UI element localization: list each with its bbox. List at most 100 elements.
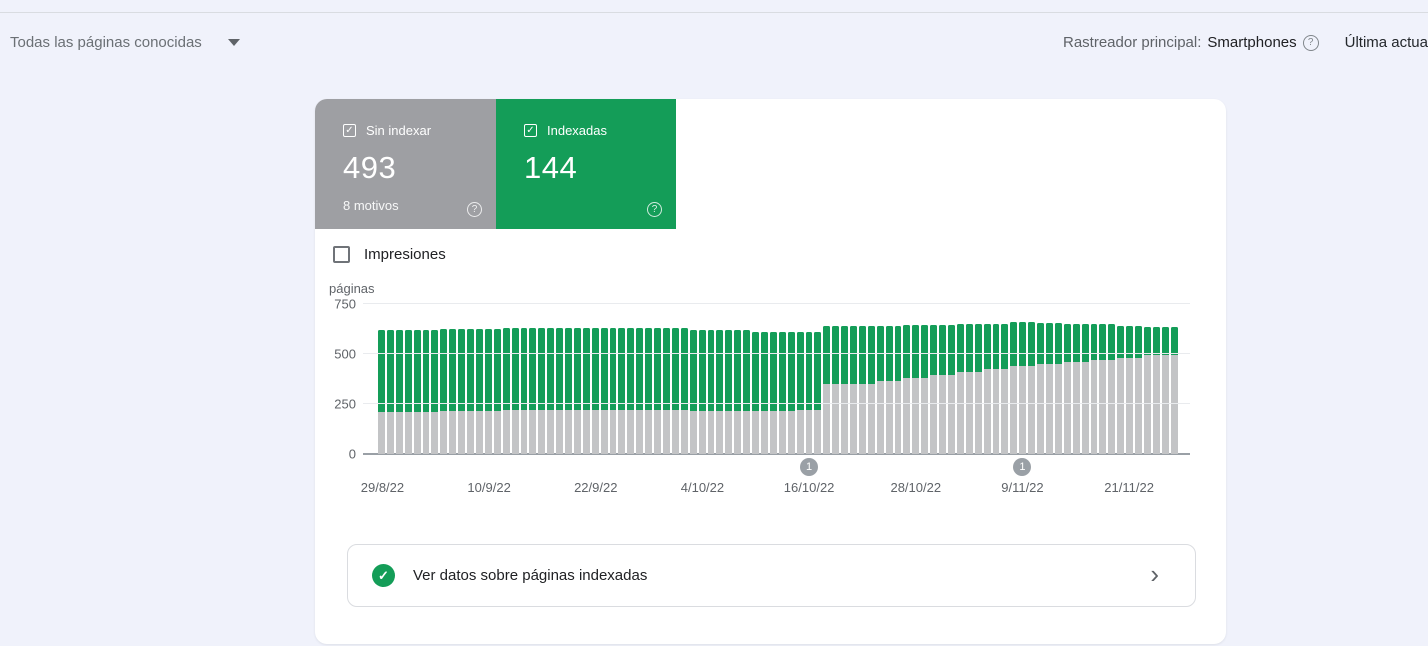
stacked-bar[interactable] — [449, 304, 457, 454]
stacked-bar[interactable] — [475, 304, 483, 454]
stacked-bar[interactable] — [1108, 304, 1116, 454]
stacked-bar[interactable] — [502, 304, 510, 454]
stacked-bar[interactable] — [760, 304, 768, 454]
stacked-bar[interactable] — [627, 304, 635, 454]
stacked-bar[interactable] — [422, 304, 430, 454]
stacked-bar[interactable] — [671, 304, 679, 454]
stacked-bar[interactable] — [1037, 304, 1044, 454]
stacked-bar[interactable] — [1090, 304, 1098, 454]
stacked-bar[interactable] — [520, 304, 528, 454]
stacked-bar[interactable] — [769, 304, 777, 454]
stacked-bar[interactable] — [725, 304, 733, 454]
stacked-bar[interactable] — [965, 304, 973, 454]
stacked-bar[interactable] — [529, 304, 537, 454]
tile-indexed[interactable]: ✓ Indexadas 144 ? — [496, 99, 676, 229]
stacked-bar[interactable] — [689, 304, 697, 454]
stacked-bar[interactable] — [618, 304, 626, 454]
stacked-bar[interactable] — [823, 304, 831, 454]
stacked-bar[interactable] — [600, 304, 608, 454]
stacked-bar[interactable] — [841, 304, 849, 454]
stacked-bar[interactable] — [876, 304, 884, 454]
stacked-bar[interactable] — [680, 304, 688, 454]
stacked-bar[interactable] — [591, 304, 599, 454]
stacked-bar[interactable] — [1143, 304, 1151, 454]
annotation-marker[interactable]: 1 — [800, 458, 819, 476]
stacked-bar[interactable] — [716, 304, 724, 454]
stacked-bar[interactable] — [850, 304, 857, 454]
stacked-bar[interactable] — [787, 304, 795, 454]
stacked-bar[interactable] — [440, 304, 448, 454]
stacked-bar[interactable] — [458, 304, 466, 454]
stacked-bar[interactable] — [378, 304, 385, 454]
unchecked-checkbox-icon[interactable] — [333, 246, 350, 263]
stacked-bar[interactable] — [1081, 304, 1089, 454]
help-icon[interactable]: ? — [647, 202, 662, 217]
stacked-bar[interactable] — [974, 304, 982, 454]
stacked-bar[interactable] — [1063, 304, 1071, 454]
stacked-bar[interactable] — [511, 304, 519, 454]
stacked-bar[interactable] — [1152, 304, 1160, 454]
stacked-bar[interactable] — [903, 304, 911, 454]
stacked-bar[interactable] — [431, 304, 439, 454]
stacked-bar[interactable] — [778, 304, 786, 454]
stacked-bar[interactable] — [867, 304, 875, 454]
stacked-bar[interactable] — [1126, 304, 1134, 454]
stacked-bar[interactable] — [707, 304, 715, 454]
stacked-bar[interactable] — [894, 304, 902, 454]
stacked-bar[interactable] — [983, 304, 991, 454]
stacked-bar[interactable] — [547, 304, 555, 454]
stacked-bar[interactable] — [1054, 304, 1062, 454]
stacked-bar[interactable] — [1019, 304, 1027, 454]
stacked-bar[interactable] — [1170, 304, 1178, 454]
page-filter-dropdown[interactable]: Todas las páginas conocidas — [10, 34, 240, 51]
stacked-bar[interactable] — [1010, 304, 1018, 454]
stacked-bar[interactable] — [1045, 304, 1053, 454]
stacked-bar[interactable] — [992, 304, 1000, 454]
stacked-bar[interactable] — [698, 304, 706, 454]
stacked-bar[interactable] — [1117, 304, 1125, 454]
stacked-bar[interactable] — [386, 304, 394, 454]
stacked-bar[interactable] — [609, 304, 617, 454]
stacked-bar[interactable] — [805, 304, 813, 454]
stacked-bar[interactable] — [654, 304, 661, 454]
impressions-toggle[interactable]: Impresiones — [333, 246, 1226, 263]
stacked-bar[interactable] — [948, 304, 955, 454]
stacked-bar[interactable] — [645, 304, 653, 454]
stacked-bar[interactable] — [734, 304, 742, 454]
stacked-bar[interactable] — [921, 304, 929, 454]
stacked-bar[interactable] — [930, 304, 938, 454]
stacked-bar[interactable] — [1072, 304, 1080, 454]
stacked-bar[interactable] — [796, 304, 804, 454]
stacked-bar[interactable] — [636, 304, 644, 454]
view-indexed-data-button[interactable]: ✓ Ver datos sobre páginas indexadas › — [347, 544, 1196, 607]
stacked-bar[interactable] — [939, 304, 946, 454]
stacked-bar[interactable] — [814, 304, 822, 454]
stacked-bar[interactable] — [752, 304, 759, 454]
stacked-bar[interactable] — [1028, 304, 1036, 454]
stacked-bar[interactable] — [413, 304, 421, 454]
stacked-bar[interactable] — [663, 304, 670, 454]
stacked-bar[interactable] — [467, 304, 474, 454]
stacked-bar[interactable] — [538, 304, 546, 454]
stacked-bar[interactable] — [484, 304, 492, 454]
stacked-bar[interactable] — [565, 304, 572, 454]
stacked-bar[interactable] — [1161, 304, 1169, 454]
stacked-bar[interactable] — [1099, 304, 1107, 454]
stacked-bar[interactable] — [743, 304, 751, 454]
stacked-bar[interactable] — [1135, 304, 1142, 454]
stacked-bar[interactable] — [956, 304, 964, 454]
stacked-bar[interactable] — [582, 304, 590, 454]
stacked-bar[interactable] — [858, 304, 866, 454]
stacked-bar[interactable] — [493, 304, 501, 454]
annotation-marker[interactable]: 1 — [1013, 458, 1032, 476]
checked-checkbox-icon[interactable]: ✓ — [343, 124, 356, 137]
stacked-bar[interactable] — [1001, 304, 1009, 454]
help-icon[interactable]: ? — [1302, 34, 1319, 51]
stacked-bar[interactable] — [573, 304, 581, 454]
checked-checkbox-icon[interactable]: ✓ — [524, 124, 537, 137]
stacked-bar[interactable] — [395, 304, 403, 454]
stacked-bar[interactable] — [885, 304, 893, 454]
tile-not-indexed[interactable]: ✓ Sin indexar 493 8 motivos ? — [315, 99, 496, 229]
stacked-bar[interactable] — [912, 304, 920, 454]
stacked-bar[interactable] — [832, 304, 840, 454]
